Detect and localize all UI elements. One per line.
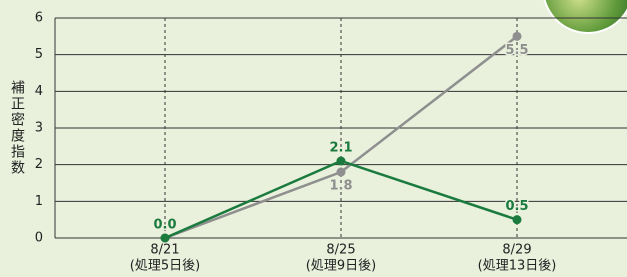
y-tick-label: 0 bbox=[35, 231, 43, 246]
y-tick-label: 6 bbox=[35, 11, 43, 26]
data-point bbox=[161, 234, 170, 243]
data-label: 0.0 bbox=[153, 218, 176, 233]
y-axis-label: 補正密度指数 bbox=[9, 80, 25, 176]
data-label: 0.5 bbox=[505, 199, 528, 214]
background bbox=[0, 0, 627, 277]
data-label: 5.5 bbox=[505, 43, 528, 58]
data-point bbox=[513, 32, 522, 41]
y-tick-label: 3 bbox=[35, 121, 43, 136]
x-tick-label: 8/25 bbox=[326, 243, 355, 258]
x-tick-sublabel: (処理9日後) bbox=[306, 259, 376, 274]
data-point bbox=[337, 168, 346, 177]
y-tick-label: 1 bbox=[35, 194, 43, 209]
chart: 補正密度指数 0 1 2 3 4 5 6 8/21(処理5日後) 8/25(処理9日後) 8/29… bbox=[0, 0, 627, 277]
data-point bbox=[337, 157, 346, 166]
x-tick-label: 8/29 bbox=[502, 243, 531, 258]
y-tick-label: 4 bbox=[35, 84, 43, 99]
data-label: 2.1 bbox=[329, 141, 352, 156]
page: 補正密度指数 0 1 2 3 4 5 6 8/21(処理5日後) 8/25(処理9日後) 8/29… bbox=[0, 0, 627, 277]
x-tick-sublabel: (処理13日後) bbox=[478, 259, 557, 274]
y-tick-label: 2 bbox=[35, 157, 43, 172]
x-tick-sublabel: (処理5日後) bbox=[130, 259, 200, 274]
y-tick-label: 5 bbox=[35, 47, 43, 62]
data-label: 1.8 bbox=[329, 179, 352, 194]
data-point bbox=[513, 215, 522, 224]
x-tick-label: 8/21 bbox=[150, 243, 179, 258]
